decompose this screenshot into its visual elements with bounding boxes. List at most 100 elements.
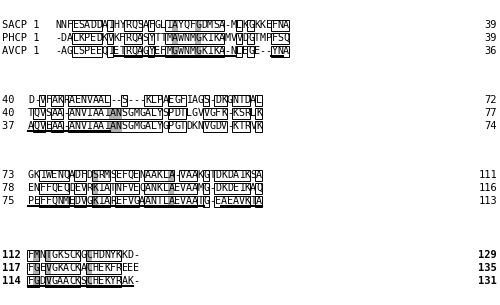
Bar — [86, 249, 92, 262]
Bar — [232, 120, 250, 132]
Bar — [247, 45, 254, 57]
Text: T: T — [156, 196, 162, 206]
Bar — [256, 107, 262, 119]
Text: A: A — [61, 46, 67, 56]
Text: R: R — [244, 121, 250, 131]
Text: M: M — [230, 20, 236, 30]
Text: 114: 114 — [2, 276, 27, 286]
Text: K: K — [122, 250, 128, 260]
Text: A: A — [104, 196, 110, 206]
Text: E: E — [154, 46, 160, 56]
Text: E: E — [168, 95, 174, 105]
Text: T: T — [28, 108, 34, 118]
Text: Y: Y — [110, 276, 116, 286]
Text: V: V — [180, 196, 186, 206]
Text: -: - — [210, 95, 216, 105]
Text: I: I — [108, 46, 114, 56]
Text: V: V — [238, 196, 244, 206]
Text: 117: 117 — [2, 263, 27, 273]
Text: D: D — [215, 95, 221, 105]
Text: K: K — [156, 170, 162, 180]
Text: N: N — [230, 46, 236, 56]
Bar — [232, 107, 250, 119]
Text: M: M — [134, 108, 140, 118]
Bar — [74, 182, 86, 194]
Text: E: E — [233, 183, 239, 193]
Text: 78: 78 — [2, 183, 21, 193]
Text: E: E — [128, 263, 134, 273]
Bar — [247, 33, 254, 44]
Text: Y: Y — [110, 250, 116, 260]
Text: F: F — [122, 170, 128, 180]
Text: V: V — [80, 108, 86, 118]
Text: A: A — [186, 183, 192, 193]
Text: M: M — [104, 170, 110, 180]
Text: -: - — [260, 46, 266, 56]
Bar — [168, 95, 186, 106]
Text: E: E — [215, 196, 221, 206]
Text: E: E — [52, 170, 58, 180]
Bar — [168, 120, 186, 132]
Text: A: A — [219, 46, 225, 56]
Text: H: H — [114, 20, 119, 30]
Text: L: L — [162, 196, 168, 206]
Text: S: S — [63, 250, 69, 260]
Text: -: - — [174, 170, 180, 180]
Text: A: A — [104, 183, 110, 193]
Text: P: P — [168, 108, 174, 118]
Text: G: G — [172, 46, 178, 56]
Text: I: I — [104, 108, 110, 118]
Text: Y: Y — [148, 46, 154, 56]
Bar — [86, 275, 122, 287]
Text: SACP 1: SACP 1 — [2, 20, 46, 30]
Text: N: N — [198, 121, 203, 131]
Text: N: N — [116, 108, 122, 118]
Text: N: N — [151, 183, 157, 193]
Bar — [110, 107, 116, 120]
Text: G: G — [86, 196, 92, 206]
Text: S: S — [143, 33, 149, 43]
Bar — [202, 107, 226, 119]
Text: I: I — [207, 33, 213, 43]
Text: K: K — [221, 108, 227, 118]
Bar — [68, 95, 110, 106]
Text: M: M — [260, 33, 266, 43]
Text: K: K — [244, 183, 250, 193]
Text: Y: Y — [156, 121, 162, 131]
Text: F: F — [122, 196, 128, 206]
Text: Y: Y — [156, 108, 162, 118]
Text: A: A — [98, 108, 104, 118]
Text: I: I — [238, 183, 244, 193]
Text: S: S — [78, 20, 84, 30]
Text: A: A — [233, 196, 239, 206]
Text: F: F — [160, 46, 166, 56]
Text: K: K — [192, 121, 198, 131]
Text: F: F — [66, 20, 72, 30]
Text: K: K — [260, 20, 266, 30]
Text: L: L — [151, 121, 157, 131]
Text: G: G — [28, 170, 34, 180]
Bar — [45, 249, 52, 262]
Text: G: G — [139, 108, 145, 118]
Text: A: A — [52, 121, 58, 131]
Text: I: I — [207, 46, 213, 56]
Text: G: G — [139, 121, 145, 131]
Text: E: E — [98, 276, 104, 286]
Text: E: E — [40, 263, 46, 273]
Text: G: G — [196, 20, 202, 30]
Text: C: C — [86, 250, 92, 260]
Bar — [33, 120, 45, 132]
Text: L: L — [162, 170, 168, 180]
Text: S: S — [80, 276, 86, 286]
Bar — [270, 33, 288, 44]
Text: E: E — [90, 46, 96, 56]
Bar — [39, 95, 46, 106]
Text: D: D — [86, 170, 92, 180]
Text: C: C — [86, 263, 92, 273]
Bar — [92, 182, 110, 194]
Text: F: F — [272, 20, 278, 30]
Text: V: V — [80, 196, 86, 206]
Text: T: T — [120, 46, 126, 56]
Text: D: D — [90, 20, 96, 30]
Text: F: F — [28, 263, 34, 273]
